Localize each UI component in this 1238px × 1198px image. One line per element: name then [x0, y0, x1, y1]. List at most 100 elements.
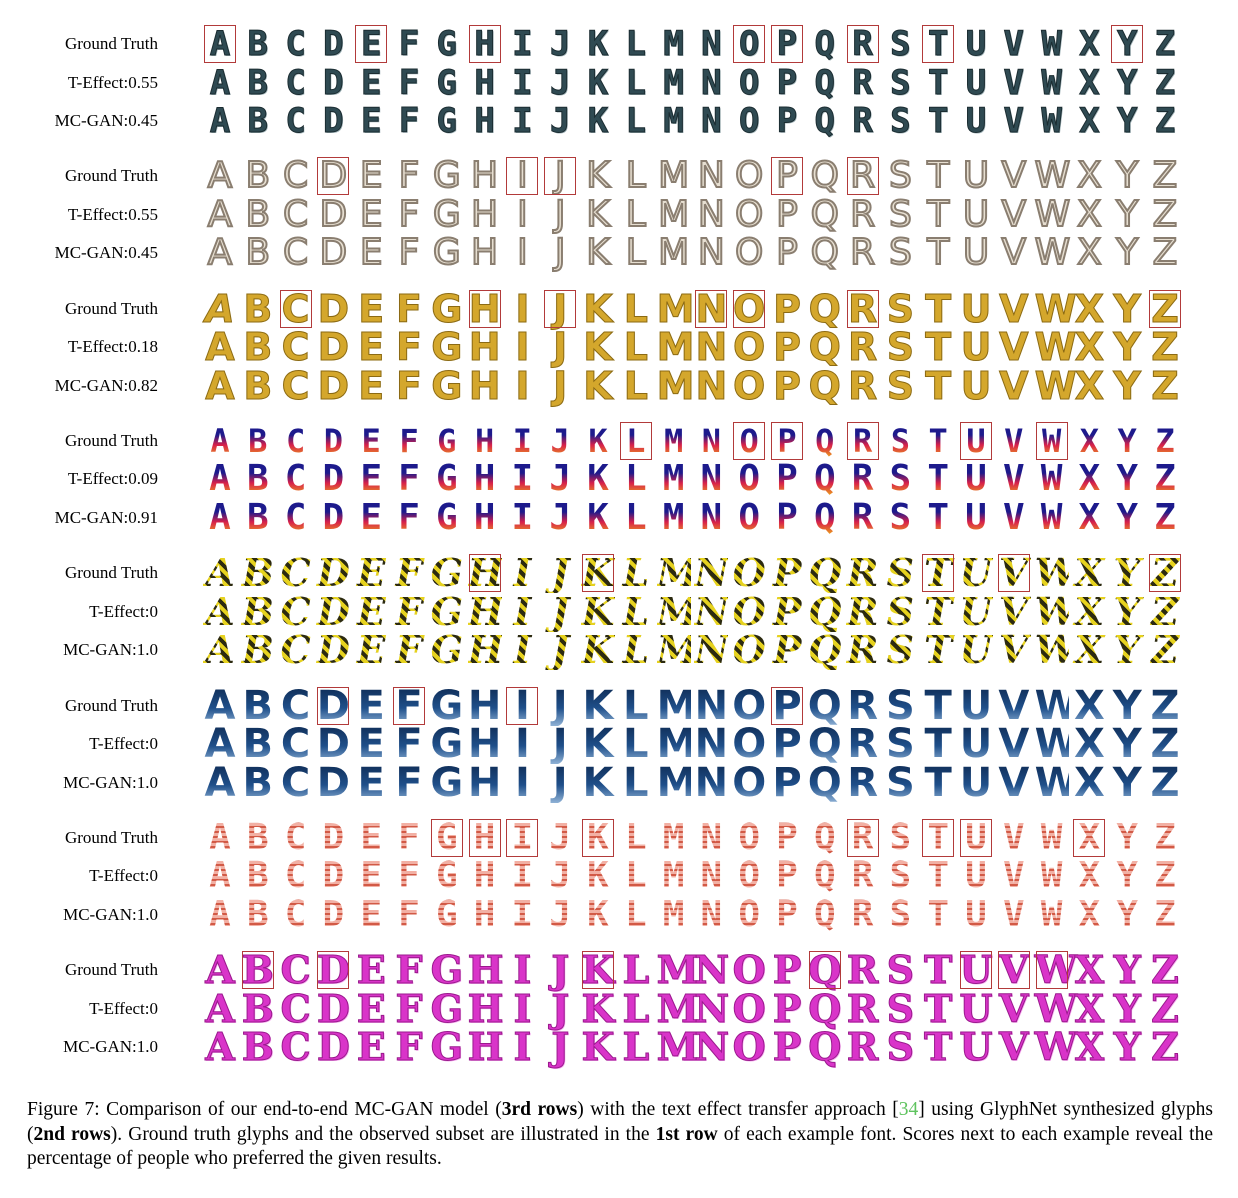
- glyph-f: F: [392, 630, 426, 670]
- glyph-e: E: [359, 193, 384, 235]
- glyph-h: H: [467, 1024, 504, 1070]
- glyph-v: V: [999, 985, 1029, 1031]
- glyph-y: Y: [1116, 62, 1138, 103]
- glyph-p: P: [770, 421, 804, 461]
- glyph-r: R: [846, 497, 880, 538]
- glyph-z: Z: [1148, 894, 1182, 935]
- glyph-f: F: [392, 421, 426, 461]
- glyph-l: L: [622, 1024, 650, 1070]
- glyph-m: M: [657, 459, 691, 499]
- glyph-b: B: [241, 588, 274, 634]
- glyph-k: K: [583, 286, 613, 331]
- glyph-v: V: [997, 817, 1031, 858]
- glyph-n: N: [701, 62, 722, 103]
- glyph-b: B: [244, 232, 271, 274]
- glyph-p: P: [770, 630, 804, 670]
- row-label: T-Effect:0.55: [67, 204, 158, 224]
- glyph-q: Q: [808, 363, 841, 408]
- glyph-s: S: [883, 591, 917, 632]
- glyph-b: B: [243, 286, 273, 331]
- glyph-x: X: [1072, 497, 1106, 538]
- mc-gan-row: MC-GAN:1.0 A B C D E F G H I J K L M N O P Q R S T U V W X Y Z: [0, 1024, 1238, 1070]
- glyph-h: H: [468, 24, 502, 65]
- glyph-a: A: [205, 947, 235, 993]
- glyph-j: J: [554, 193, 567, 235]
- glyph-j: J: [543, 894, 577, 935]
- glyph-d: D: [316, 947, 350, 993]
- glyph-w: W: [1034, 947, 1078, 993]
- glyph-m: M: [657, 232, 690, 274]
- glyph-b: B: [241, 894, 275, 935]
- glyph-e: E: [354, 724, 388, 764]
- glyph-a: A: [204, 759, 236, 806]
- glyph-t: T: [925, 325, 952, 370]
- glyph-w: W: [1034, 759, 1079, 806]
- glyph-m: M: [657, 497, 691, 538]
- glyph-z: Z: [1151, 363, 1180, 408]
- row-label: T-Effect:0.18: [67, 337, 158, 357]
- glyph-d: D: [316, 759, 350, 806]
- glyph-x: X: [1079, 24, 1100, 65]
- glyph-s: S: [886, 1024, 915, 1070]
- glyph-y: Y: [1110, 817, 1144, 858]
- glyph-u: U: [962, 155, 990, 197]
- glyph-n: N: [694, 588, 730, 634]
- glyph-p: P: [770, 724, 804, 764]
- glyph-u: U: [959, 817, 993, 858]
- glyph-o: O: [734, 232, 764, 274]
- glyph-u: U: [959, 497, 993, 538]
- mc-gan-row: MC-GAN:1.0 A B C D E F G H I J K L M N O P Q R S T U V W X Y Z: [0, 627, 1238, 673]
- glyph-h: H: [474, 62, 495, 103]
- glyph-v: V: [1003, 62, 1025, 103]
- glyph-e: E: [358, 286, 385, 331]
- glyph-p: P: [775, 232, 799, 274]
- glyph-k: K: [581, 856, 615, 896]
- glyph-z: Z: [1148, 288, 1182, 329]
- glyph-m: M: [663, 101, 684, 142]
- glyph-r: R: [849, 232, 876, 274]
- glyph-r: R: [846, 817, 880, 858]
- glyph-z: Z: [1154, 62, 1176, 103]
- glyph-f: F: [392, 497, 426, 538]
- glyph-q: Q: [810, 155, 840, 197]
- glyph-n: N: [694, 721, 729, 767]
- glyph-y: Y: [1113, 286, 1142, 331]
- row-label: Ground Truth: [64, 695, 158, 715]
- glyph-n: N: [694, 627, 730, 673]
- glyph-n: N: [697, 232, 726, 274]
- glyph-g: G: [431, 286, 463, 331]
- glyph-o: O: [733, 325, 766, 370]
- glyph-r: R: [846, 459, 880, 499]
- glyph-d: D: [316, 721, 350, 767]
- glyph-v: V: [998, 759, 1030, 806]
- glyph-r: R: [846, 588, 879, 634]
- glyph-l: L: [625, 62, 647, 103]
- glyph-l: L: [619, 763, 653, 803]
- glyph-v: V: [1003, 24, 1025, 65]
- glyph-m: M: [656, 550, 699, 596]
- glyph-o: O: [732, 627, 766, 673]
- mc-gan-row: MC-GAN:0.45 A B C D E F G H I J K L M N O P Q R S T U V W X Y Z: [0, 232, 1238, 274]
- glyph-g: G: [436, 24, 458, 65]
- glyph-g: G: [430, 985, 464, 1031]
- glyph-b: B: [241, 550, 274, 596]
- glyph-u: U: [959, 759, 993, 806]
- glyph-o: O: [732, 985, 766, 1031]
- glyph-q: Q: [810, 232, 840, 274]
- glyph-o: O: [732, 817, 766, 858]
- glyph-r: R: [846, 894, 880, 935]
- citation-link[interactable]: 34: [898, 1099, 919, 1120]
- row-label: MC-GAN:1.0: [63, 640, 158, 660]
- glyph-g: G: [431, 325, 463, 370]
- glyph-u: U: [959, 682, 993, 729]
- glyph-m: M: [656, 627, 699, 673]
- glyph-p: P: [773, 363, 802, 408]
- glyph-q: Q: [808, 459, 842, 499]
- row-label: Ground Truth: [64, 166, 158, 186]
- glyph-n: N: [694, 550, 730, 596]
- glyph-t: T: [921, 686, 955, 726]
- glyph-l: L: [619, 459, 653, 499]
